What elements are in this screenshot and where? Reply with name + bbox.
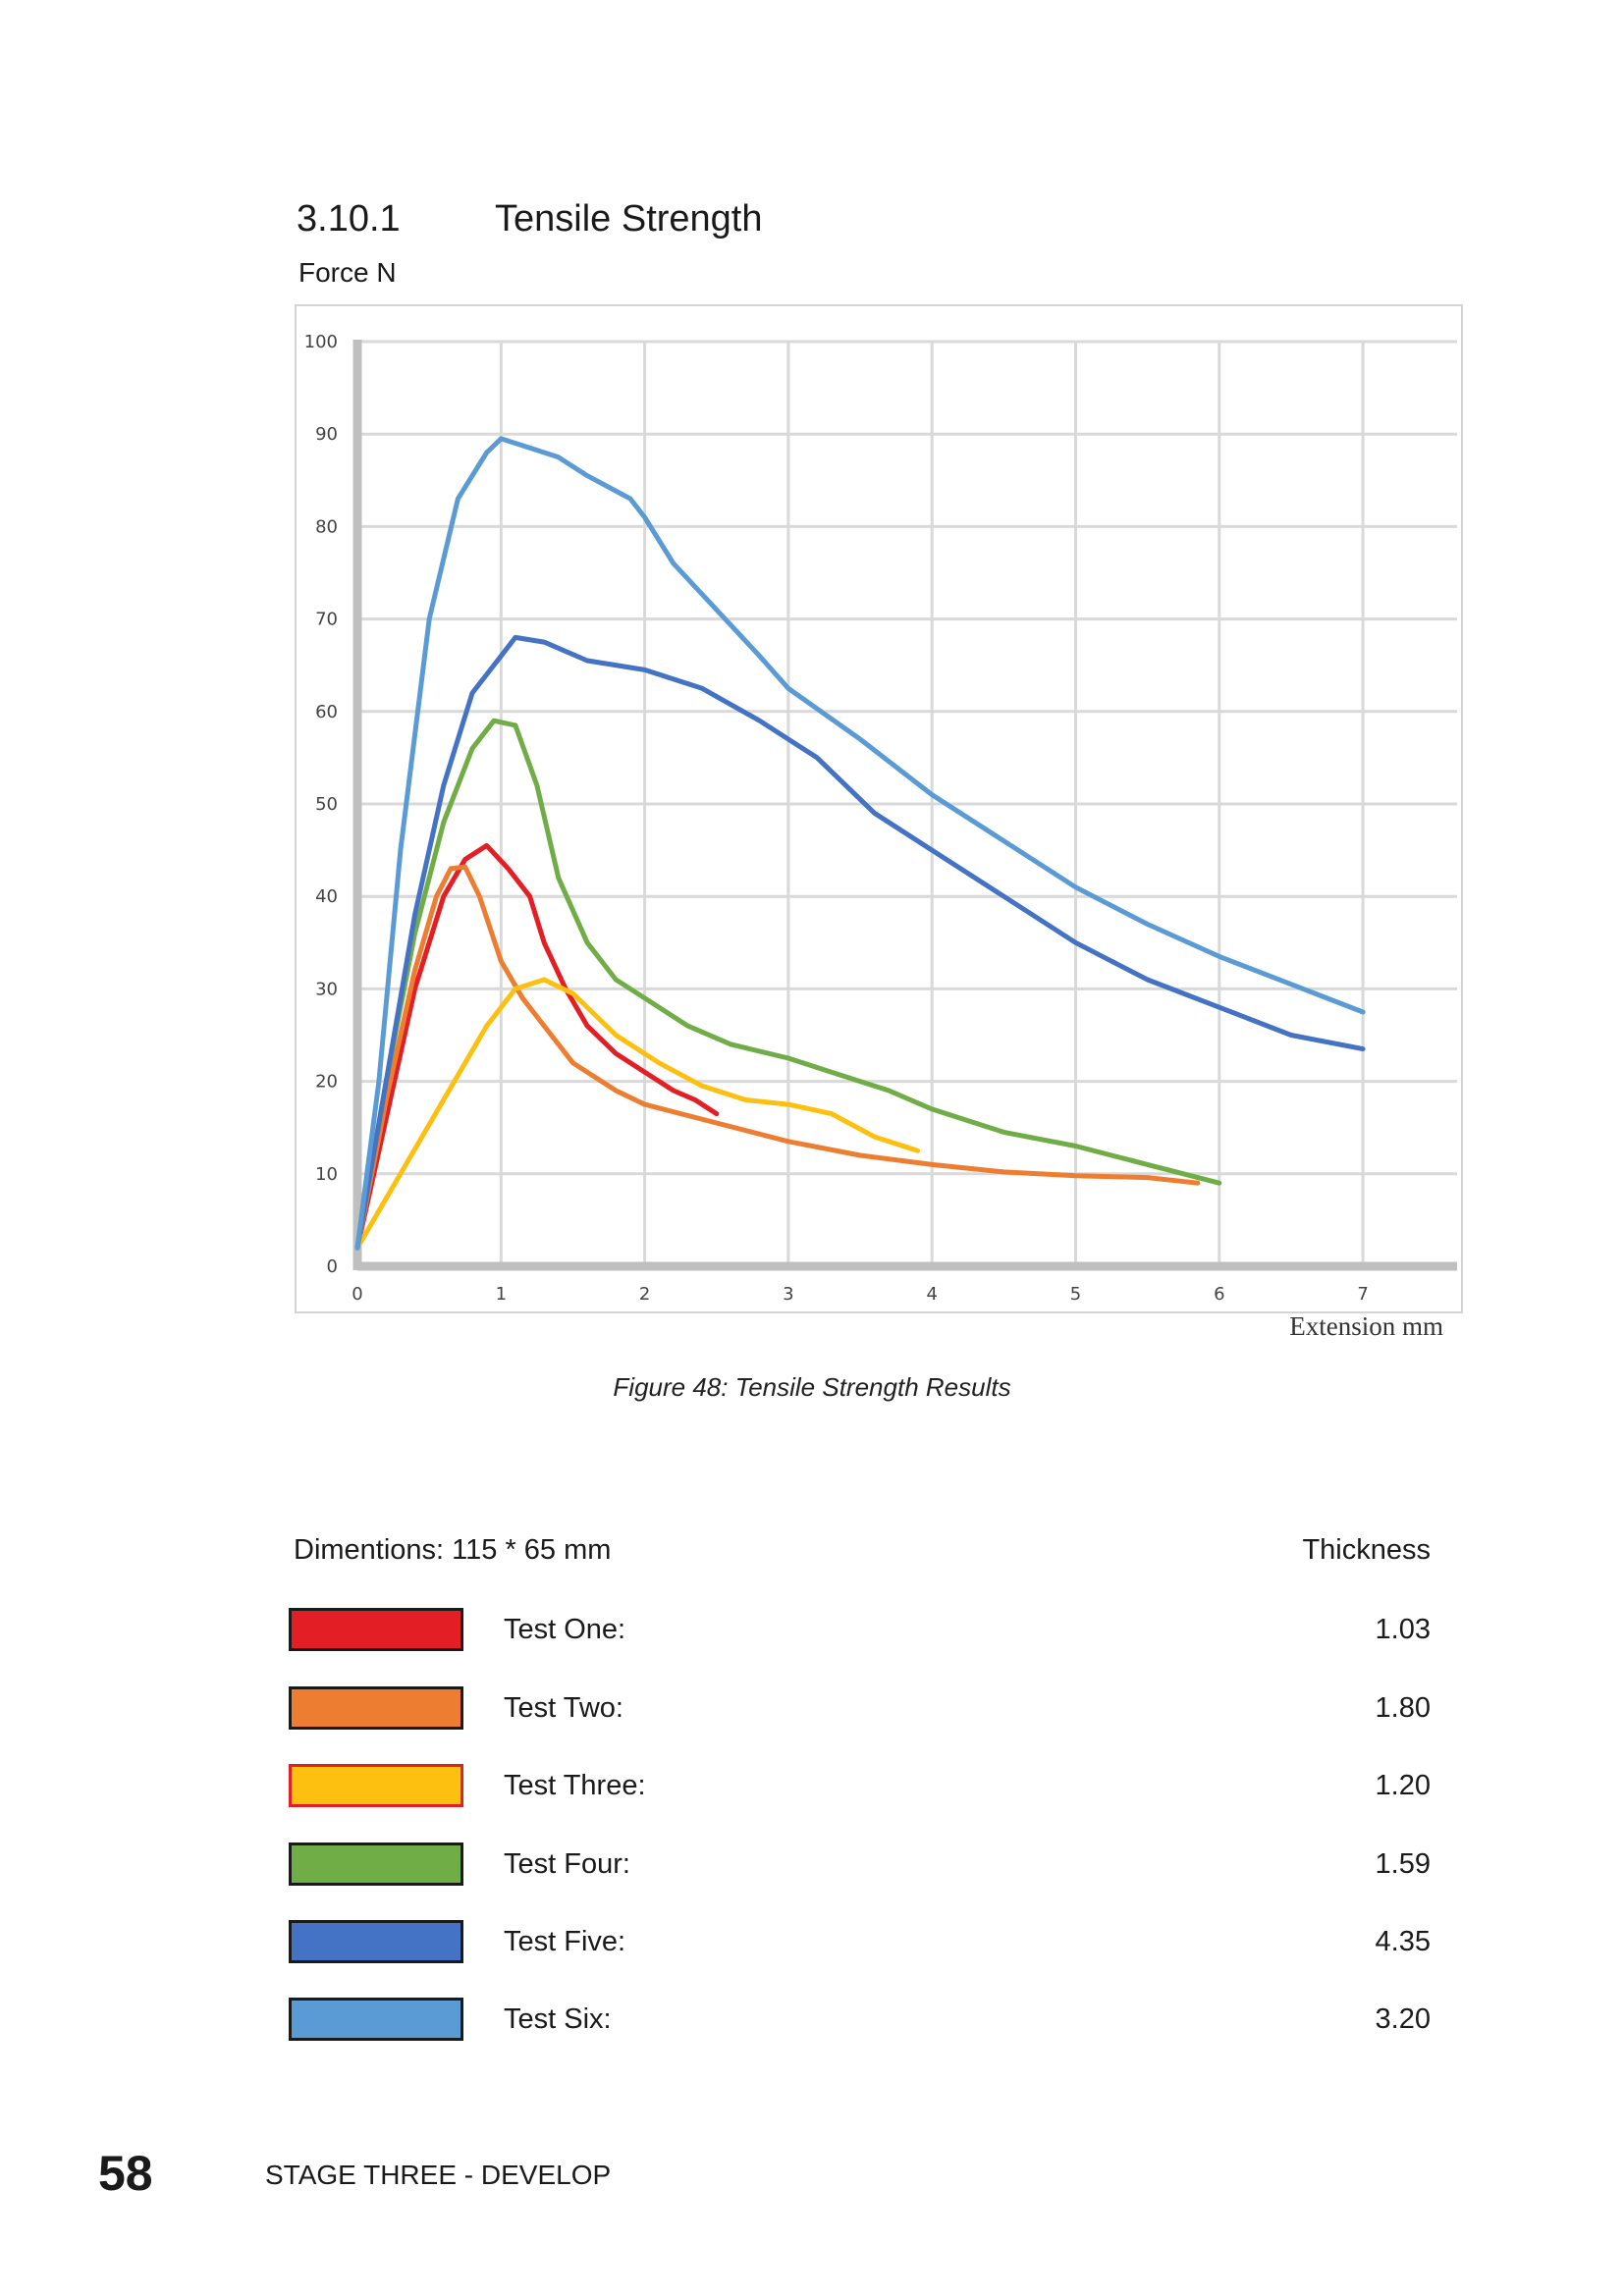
y-tick-label: 10 (315, 1164, 338, 1185)
x-tick-label: 3 (783, 1284, 793, 1305)
thickness-value: 4.35 (1375, 1926, 1431, 1957)
axis-layer (352, 340, 1457, 1271)
series-line-2 (354, 864, 1201, 1251)
y-tick-label: 100 (304, 332, 338, 352)
y-tick-label: 50 (315, 794, 338, 815)
legend-swatch (289, 1998, 463, 2041)
section-footer: STAGE THREE - DEVELOP (265, 2160, 612, 2190)
legend-row-test-three: Test Three: 1.20 (0, 1764, 1624, 1813)
legend-row-test-six: Test Six: 3.20 (0, 1998, 1624, 2047)
legend-swatch (289, 1686, 463, 1730)
test-label: Test Three: (504, 1770, 646, 1801)
thickness-value: 1.80 (1375, 1692, 1431, 1724)
test-label: Test Two: (504, 1692, 623, 1724)
x-axis-label: Extension mm (1289, 1311, 1443, 1341)
x-tick-label: 5 (1070, 1284, 1081, 1305)
x-tick-label: 4 (926, 1284, 937, 1305)
tick-labels: 0 10 20 30 40 50 60 70 80 90 100 0 1 2 3 4 5 6 7 (304, 332, 1369, 1305)
y-tick-label: 20 (315, 1072, 338, 1093)
y-tick-label: 0 (327, 1256, 338, 1277)
section-number: 3.10.1 (297, 198, 401, 240)
thickness-header: Thickness (1302, 1534, 1431, 1566)
thickness-value: 1.03 (1375, 1614, 1431, 1645)
test-label: Test One: (504, 1614, 626, 1645)
legend-swatch (289, 1920, 463, 1963)
dimensions-label: Dimentions: 115 * 65 mm (294, 1534, 612, 1566)
test-label: Test Six: (504, 2003, 612, 2035)
y-axis-label: Force N (298, 257, 397, 288)
y-tick-label: 30 (315, 979, 338, 999)
figure-caption: Figure 48: Tensile Strength Results (613, 1372, 1011, 1402)
thickness-value: 3.20 (1375, 2003, 1431, 2035)
test-label: Test Four: (504, 1848, 630, 1880)
y-tick-label: 80 (315, 516, 338, 537)
series-line-6 (354, 436, 1366, 1251)
legend-row-test-four: Test Four: 1.59 (0, 1842, 1624, 1892)
x-tick-label: 1 (496, 1284, 507, 1305)
series-line-5 (354, 634, 1366, 1251)
thickness-value: 1.59 (1375, 1848, 1431, 1880)
legend-swatch (289, 1608, 463, 1651)
legend-swatch (289, 1764, 463, 1807)
x-tick-label: 0 (352, 1284, 362, 1305)
chart-frame (295, 304, 1463, 1313)
legend-swatch (289, 1842, 463, 1886)
test-label: Test Five: (504, 1926, 626, 1957)
y-tick-label: 40 (315, 886, 338, 907)
x-tick-label: 2 (639, 1284, 650, 1305)
legend-row-test-five: Test Five: 4.35 (0, 1920, 1624, 1969)
tensile-strength-chart: 0 10 20 30 40 50 60 70 80 90 100 0 1 2 3 4 5 6 7 (295, 304, 1463, 1313)
y-tick-label: 90 (315, 424, 338, 445)
series-line-4 (354, 718, 1222, 1251)
series-line-3 (354, 977, 921, 1251)
thickness-value: 1.20 (1375, 1770, 1431, 1801)
series-line-1 (354, 842, 720, 1251)
page-number: 58 (98, 2146, 153, 2201)
series-layer (354, 436, 1366, 1251)
y-tick-label: 70 (315, 610, 338, 630)
legend-row-test-two: Test Two: 1.80 (0, 1686, 1624, 1735)
x-tick-label: 7 (1357, 1284, 1368, 1305)
y-tick-label: 60 (315, 702, 338, 722)
section-title: Tensile Strength (495, 198, 763, 240)
x-tick-label: 6 (1214, 1284, 1224, 1305)
legend-row-test-one: Test One: 1.03 (0, 1608, 1624, 1657)
